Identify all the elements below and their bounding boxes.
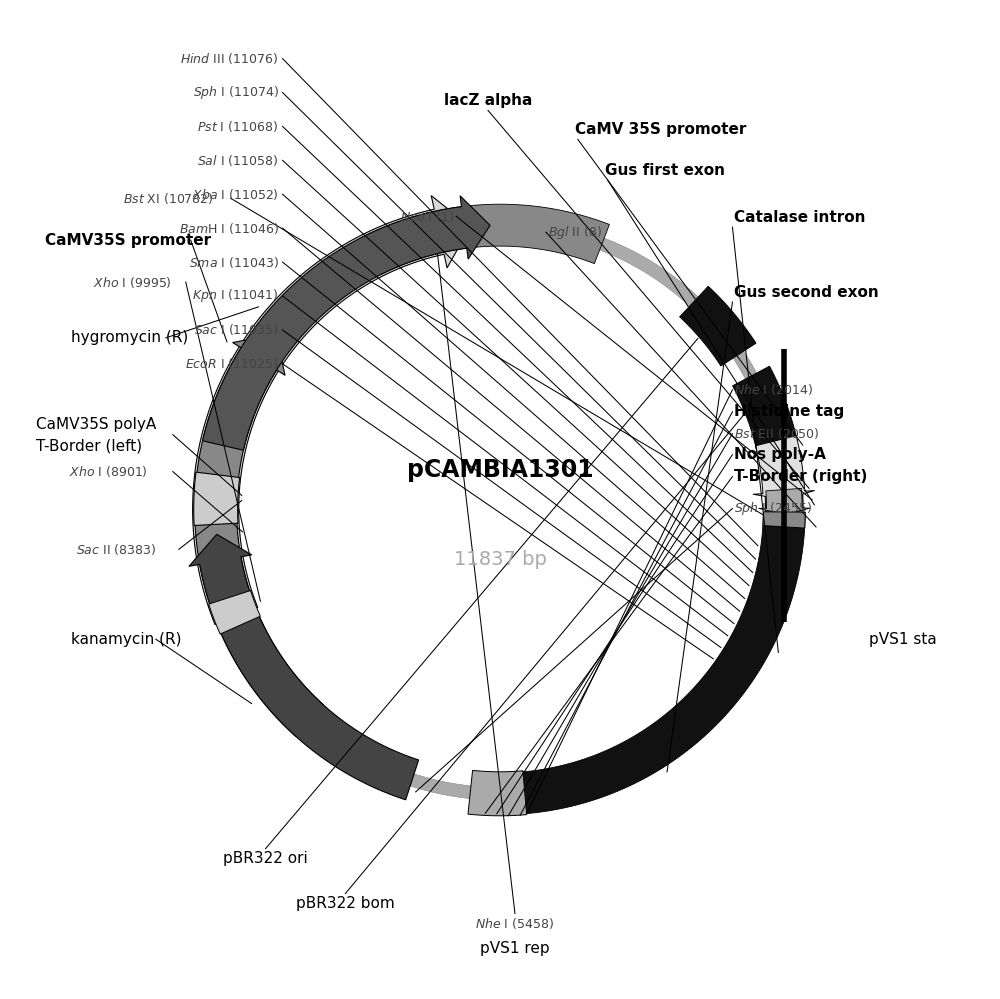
Text: $\mathit{Xho}$ I (8901): $\mathit{Xho}$ I (8901) <box>69 465 148 480</box>
Polygon shape <box>763 511 805 528</box>
Text: T-Border (left): T-Border (left) <box>36 439 142 454</box>
Text: $\mathit{Bgl}$ II (8): $\mathit{Bgl}$ II (8) <box>548 224 602 241</box>
Polygon shape <box>771 445 791 514</box>
Text: pCAMBIA1301: pCAMBIA1301 <box>407 458 593 482</box>
Text: $\mathit{Sph}$ I (11074): $\mathit{Sph}$ I (11074) <box>193 84 279 101</box>
Text: $\mathit{Sma}$ I (11043): $\mathit{Sma}$ I (11043) <box>189 255 279 270</box>
Text: kanamycin (R): kanamycin (R) <box>71 631 182 646</box>
Text: Nos poly-A: Nos poly-A <box>734 448 826 463</box>
Text: $\mathit{Pst}$ I (11068): $\mathit{Pst}$ I (11068) <box>197 119 279 134</box>
Text: 11837 bp: 11837 bp <box>454 549 546 568</box>
Polygon shape <box>753 436 815 500</box>
Polygon shape <box>194 473 240 525</box>
Text: Histidine tag: Histidine tag <box>734 405 845 420</box>
Polygon shape <box>468 770 527 816</box>
Polygon shape <box>271 251 374 339</box>
Text: CaMV 35S promoter: CaMV 35S promoter <box>575 122 746 138</box>
Polygon shape <box>680 287 756 366</box>
Text: $\mathit{Nhe}$ I (2014): $\mathit{Nhe}$ I (2014) <box>734 383 814 398</box>
Text: $\mathit{Nhe}$ I (5458): $\mathit{Nhe}$ I (5458) <box>475 915 555 930</box>
Polygon shape <box>209 590 260 634</box>
Text: pVS1 rep: pVS1 rep <box>480 941 550 956</box>
Text: $\mathit{Bst}$ XI (10782): $\mathit{Bst}$ XI (10782) <box>123 191 214 206</box>
Polygon shape <box>518 514 805 814</box>
Polygon shape <box>733 352 757 379</box>
Text: $\mathit{Nco}$ I (1): $\mathit{Nco}$ I (1) <box>400 209 454 224</box>
Polygon shape <box>600 238 698 306</box>
Text: Gus second exon: Gus second exon <box>734 285 879 300</box>
Text: $\mathit{EcoR}$ I (11025): $\mathit{EcoR}$ I (11025) <box>185 357 279 372</box>
Text: CaMV35S promoter: CaMV35S promoter <box>45 233 211 248</box>
Text: T-Border (right): T-Border (right) <box>734 470 868 485</box>
Text: $\mathit{Hind}$ III (11076): $\mathit{Hind}$ III (11076) <box>180 51 279 66</box>
Text: hygromycin (R): hygromycin (R) <box>71 331 188 346</box>
Polygon shape <box>765 489 803 525</box>
Polygon shape <box>361 204 609 275</box>
Polygon shape <box>193 196 470 624</box>
Text: $\mathit{Xho}$ I (9995): $\mathit{Xho}$ I (9995) <box>93 275 172 290</box>
Text: pVS1 sta: pVS1 sta <box>869 631 937 646</box>
Polygon shape <box>195 335 324 736</box>
Polygon shape <box>203 196 490 451</box>
Polygon shape <box>759 489 810 514</box>
Text: $\mathit{Bam}$H I (11046): $\mathit{Bam}$H I (11046) <box>179 221 279 236</box>
Polygon shape <box>306 716 471 798</box>
Text: $\mathit{Sac}$ I (11035): $\mathit{Sac}$ I (11035) <box>194 323 279 338</box>
Text: pBR322 ori: pBR322 ori <box>223 851 308 866</box>
Text: CaMV35S polyA: CaMV35S polyA <box>36 418 156 433</box>
Polygon shape <box>189 534 419 800</box>
Text: Gus first exon: Gus first exon <box>605 163 725 178</box>
Text: $\mathit{Sac}$ II (8383): $\mathit{Sac}$ II (8383) <box>76 541 156 556</box>
Text: $\mathit{Xba}$ I (11052): $\mathit{Xba}$ I (11052) <box>192 187 279 202</box>
Text: Catalase intron: Catalase intron <box>734 210 866 225</box>
Text: $\mathit{Sal}$ I (11058): $\mathit{Sal}$ I (11058) <box>197 153 279 168</box>
Text: $\mathit{Kpn}$ I (11041): $\mathit{Kpn}$ I (11041) <box>192 288 279 305</box>
Text: pBR322 bom: pBR322 bom <box>296 895 395 910</box>
Polygon shape <box>209 219 791 800</box>
Text: $\mathit{Sph}$ I (2455): $\mathit{Sph}$ I (2455) <box>734 500 812 516</box>
Polygon shape <box>733 367 797 451</box>
Text: $\mathit{Bst}$ EII (2050): $\mathit{Bst}$ EII (2050) <box>734 427 820 442</box>
Text: lacZ alpha: lacZ alpha <box>444 94 532 109</box>
